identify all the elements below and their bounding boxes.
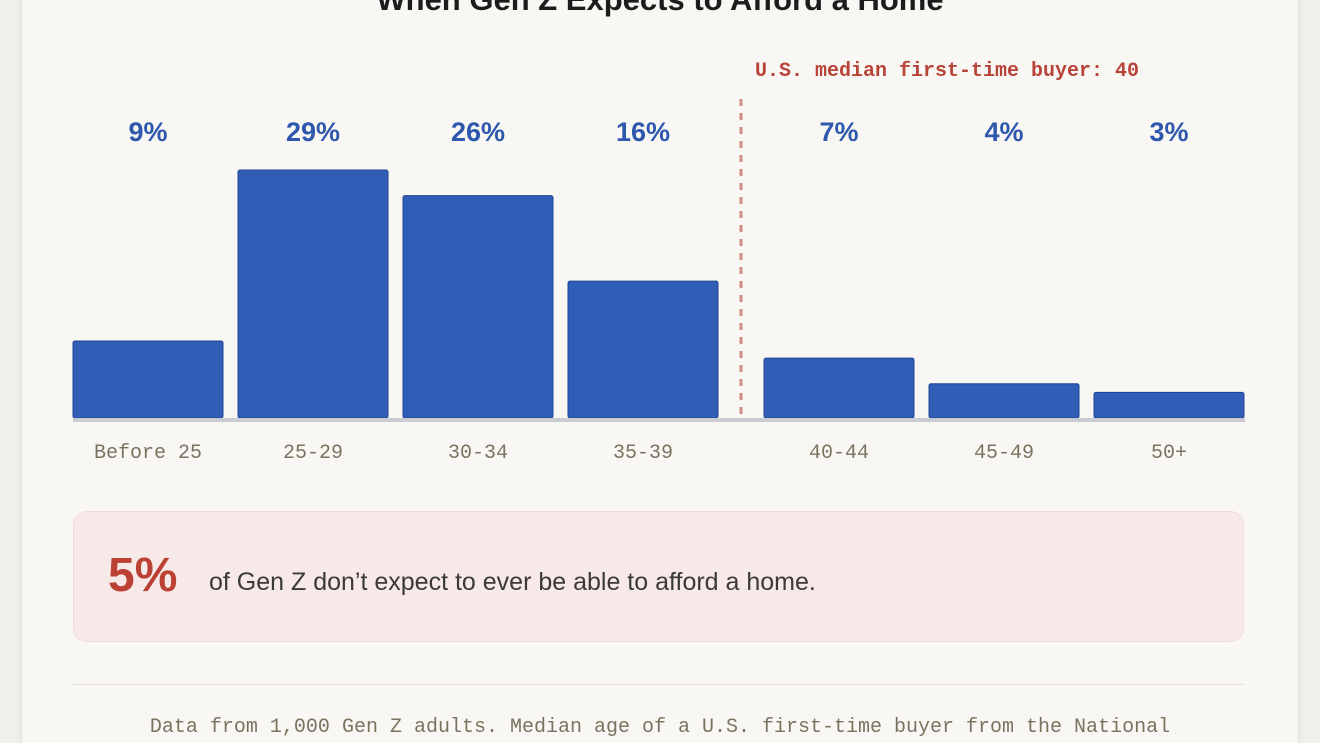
category-label: 25-29 <box>283 442 343 465</box>
callout-box: 5% of Gen Z don’t expect to ever be able… <box>73 511 1244 642</box>
reference-layer: U.S. median first-time buyer: 40 <box>739 60 1139 418</box>
category-label: 35-39 <box>613 442 673 465</box>
category-label: 30-34 <box>448 442 508 465</box>
bar-before-25 <box>72 340 224 419</box>
callout-stat: 5% <box>108 549 178 602</box>
footnote: Data from 1,000 Gen Z adults. Median age… <box>149 716 1171 739</box>
value-label: 7% <box>819 117 858 147</box>
callout-text: of Gen Z don’t expect to ever be able to… <box>209 568 816 596</box>
value-label: 16% <box>616 117 670 147</box>
median-reference-label: U.S. median first-time buyer: 40 <box>755 60 1139 83</box>
value-label: 29% <box>286 117 340 147</box>
bars-layer: 9% Before 25 29% 25-29 26% 30-34 16% 35-39 7% 40-… <box>72 117 1245 465</box>
category-label: Before 25 <box>94 442 202 465</box>
bar-25-29 <box>237 169 389 419</box>
category-label: 50+ <box>1151 442 1187 465</box>
value-label: 4% <box>984 117 1023 147</box>
bar-45-49 <box>928 383 1080 419</box>
value-label: 9% <box>128 117 167 147</box>
divider <box>73 684 1244 685</box>
bar-50- <box>1093 391 1245 419</box>
bar-30-34 <box>402 195 554 419</box>
bar-40-44 <box>763 357 915 419</box>
value-label: 26% <box>451 117 505 147</box>
bar-chart: 9% Before 25 29% 25-29 26% 30-34 16% 35-39 7% 40-… <box>72 60 1245 465</box>
value-label: 3% <box>1149 117 1188 147</box>
chart-title: When Gen Z Expects to Afford a Home <box>0 0 1320 18</box>
bar-35-39 <box>567 280 719 419</box>
category-label: 40-44 <box>809 442 869 465</box>
category-label: 45-49 <box>974 442 1034 465</box>
